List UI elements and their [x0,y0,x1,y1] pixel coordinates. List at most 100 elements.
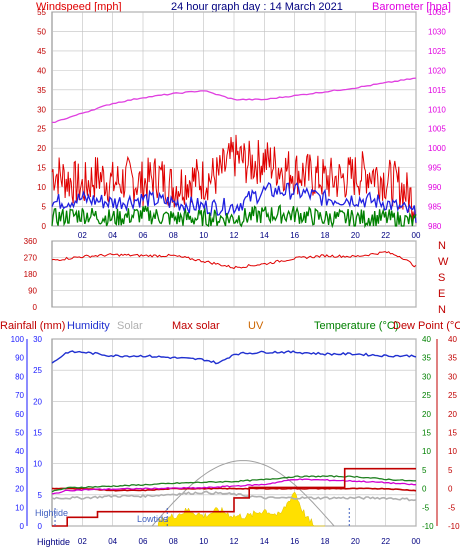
tide-label-lowtide: Lowtide [137,514,168,524]
dewpoint-tick-label: 35 [448,354,457,363]
x-tick-label: 02 [78,231,87,240]
climate-series [51,350,417,527]
rain-tick-label: 15 [33,429,42,438]
humidity-tick-label: 30 [15,466,24,475]
direction-tick-label: 360 [24,237,38,246]
compass-label: E [438,288,445,300]
wind-tick-label: 40 [37,66,46,75]
x-tick-label: 20 [351,537,360,546]
compass-label: N [438,304,446,316]
max-solar-line [51,487,417,492]
x-tick-label: 00 [412,537,421,546]
direction-y-axis: 0 90 180 270 360 [24,237,38,312]
rain-tick-label: 20 [33,397,42,406]
rain-tick-label: 10 [33,460,42,469]
barometer-tick-label: 1005 [428,125,446,134]
temperature-tick-label: -5 [422,503,430,512]
temperature-tick-label: 10 [422,447,431,456]
climate-x-axis: 02 04 06 08 10 12 14 16 18 20 22 00 [78,537,421,546]
humidity-tick-label: 50 [15,429,24,438]
windspeed-axis-label: Windspeed [mph] [36,1,122,13]
x-tick-label: 10 [199,537,208,546]
x-tick-label: 06 [139,537,148,546]
humidity-tick-label: 10 [15,503,24,512]
uv-area [157,491,325,527]
wind-tick-label: 10 [37,183,46,192]
x-tick-label: 12 [230,537,239,546]
wind-y-axis: 0 5 10 15 20 25 30 35 40 45 50 55 [37,8,46,231]
direction-tick-label: 270 [24,254,38,263]
x-tick-label: 08 [169,231,178,240]
barometer-tick-label: 985 [428,203,442,212]
temperature-tick-label: 30 [422,372,431,381]
wind-tick-label: 0 [42,222,47,231]
dewpoint-tick-label: 10 [448,447,457,456]
wind-tick-label: 55 [37,8,46,17]
x-tick-label: 22 [381,537,390,546]
wind-x-axis: 02 04 06 08 10 12 14 16 18 20 22 00 [78,231,421,240]
barometer-y-axis: 980 985 990 995 1000 1005 1010 1015 1020 1025 1030… [428,8,446,231]
x-tick-label: 10 [199,231,208,240]
barometer-tick-label: 1030 [428,27,446,36]
wind-tick-label: 15 [37,164,46,173]
x-tick-label: 20 [351,231,360,240]
barometer-tick-label: 1025 [428,47,446,56]
wind-average-line [51,181,417,223]
temperature-tick-label: 15 [422,429,431,438]
direction-series [51,251,417,270]
barometer-tick-label: 1015 [428,86,446,95]
legend-rainfall: Rainfall (mm) [0,320,65,332]
temperature-tick-label: 5 [422,466,427,475]
windspeed-line [51,134,417,224]
barometer-tick-label: 1020 [428,66,446,75]
x-tick-label: 08 [169,537,178,546]
humidity-tick-label: 0 [20,522,25,531]
barometer-tick-label: 1000 [428,144,446,153]
barometer-tick-label: 990 [428,183,442,192]
wind-tick-label: 35 [37,86,46,95]
barometer-line [52,77,417,124]
x-tick-label: 06 [139,231,148,240]
dewpoint-tick-label: -10 [448,522,460,531]
wind-low-line [51,204,417,229]
humidity-tick-label: 60 [15,410,24,419]
direction-tick-label: 90 [28,287,37,296]
compass-label: N [438,240,446,252]
direction-panel-grid [52,240,417,308]
rain-tick-label: 5 [38,491,43,500]
humidity-line [51,350,417,365]
dewpoint-tick-label: 40 [448,335,457,344]
temperature-tick-label: 20 [422,410,431,419]
tide-label-hightide-2: Hightide [37,537,70,547]
temperature-tick-label: 35 [422,354,431,363]
wind-tick-label: 30 [37,105,46,114]
direction-line [51,251,417,270]
wind-tick-label: 25 [37,125,46,134]
legend-temperature: Temperature (°C) [314,320,398,332]
direction-tick-label: 180 [24,270,38,279]
climate-panel-grid [52,338,417,527]
compass-label: W [438,256,449,268]
legend-dew-point: Dew Point (°C) [393,320,460,332]
x-tick-label: 18 [321,231,330,240]
x-tick-label: 14 [260,537,269,546]
temperature-tick-label: 0 [422,485,427,494]
graph-title: 24 hour graph day : 14 March 2021 [171,1,343,13]
temperature-line [51,475,417,493]
x-tick-label: 00 [412,231,421,240]
temperature-tick-label: 40 [422,335,431,344]
humidity-tick-label: 70 [15,391,24,400]
legend-uv: UV [248,320,264,332]
humidity-tick-label: 40 [15,447,24,456]
x-tick-label: 04 [108,231,117,240]
barometer-tick-label: 995 [428,164,442,173]
tide-markers [54,508,350,526]
x-tick-label: 22 [381,231,390,240]
x-tick-label: 16 [290,537,299,546]
wind-tick-label: 50 [37,27,46,36]
temperature-tick-label: 25 [422,391,431,400]
x-tick-label: 12 [230,231,239,240]
solar-line [51,490,417,502]
